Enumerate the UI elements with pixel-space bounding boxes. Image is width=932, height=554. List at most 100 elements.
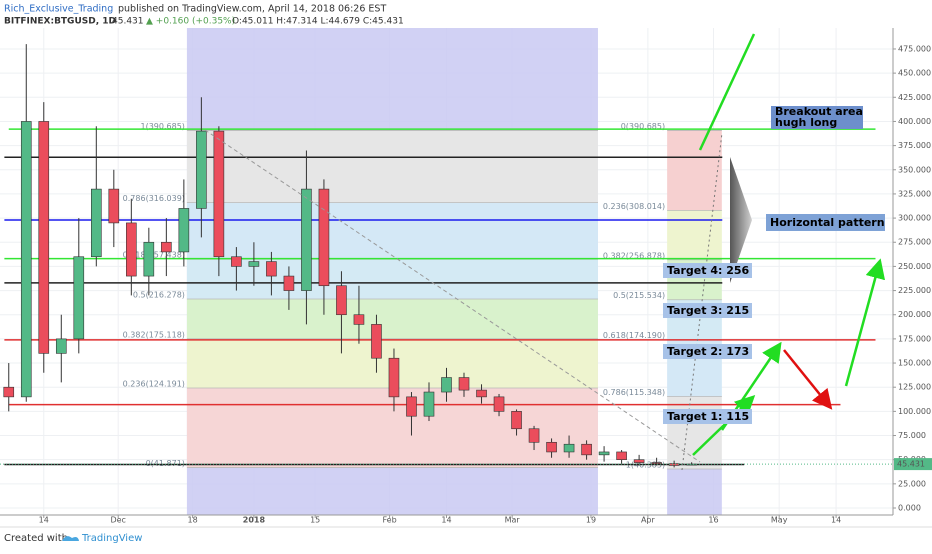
fib-label: 0.5(216.278): [133, 290, 185, 299]
candle-body: [616, 451, 627, 460]
target-box: [663, 263, 752, 278]
candle-body: [458, 377, 470, 391]
plot: 1(390.685)0.786(316.039)0.618(257.438)0.…: [0, 28, 893, 515]
fib-band: [667, 396, 722, 469]
candle-body: [196, 130, 207, 209]
candle-body: [388, 357, 400, 398]
candle-body: [423, 391, 435, 417]
candle-body: [213, 130, 225, 258]
fib-label: 0.236(124.191): [123, 379, 185, 388]
candle-body: [686, 463, 697, 466]
target-box: [663, 409, 752, 424]
fib-band: [186, 202, 598, 260]
quote: 45.431: [112, 17, 144, 27]
brand-icon: [62, 536, 79, 541]
y-tick-label: 350.000: [898, 165, 931, 174]
fib-band: [667, 210, 722, 260]
pattern-box: [766, 214, 885, 231]
candle-body: [563, 443, 575, 453]
x-tick-label: Apr: [641, 516, 656, 525]
fib-background: [667, 468, 722, 515]
annotation: Target 4: 256: [667, 264, 750, 277]
candle-body: [633, 459, 645, 463]
fib-band: [186, 259, 598, 299]
candle-body: [406, 396, 417, 417]
candle-body: [336, 285, 347, 316]
footer-text: Created with: [4, 533, 68, 544]
candle-body: [55, 338, 67, 354]
y-tick-label: 25.000: [898, 479, 926, 488]
candle-body: [91, 188, 102, 258]
annotation: Target 2: 173: [667, 345, 749, 358]
y-tick-label: 400.000: [898, 117, 931, 126]
fib-band: [186, 130, 598, 203]
y-tick-label: 225.000: [898, 286, 931, 295]
candle-body: [546, 441, 557, 453]
symbol: BITFINEX:BTGUSD, 1D: [4, 17, 116, 27]
fib-label: 0.5(215.534): [613, 291, 665, 300]
axes: 0.00025.00050.00075.000100.000125.000150…: [0, 28, 932, 527]
candle-body: [581, 443, 592, 456]
candle-body: [73, 256, 85, 340]
x-tick-label: Dec: [110, 516, 125, 525]
candle-body: [668, 463, 680, 466]
y-tick-label: 450.000: [898, 69, 931, 78]
x-tick-label: 18: [188, 516, 198, 525]
x-tick-label: 15: [310, 516, 320, 525]
y-tick-label: 300.000: [898, 214, 931, 223]
arrow: [783, 349, 833, 410]
candle-body: [301, 188, 312, 291]
candle-body: [283, 275, 295, 291]
fib-label: 0.786(316.039): [123, 194, 185, 203]
x-tick-label: May: [771, 516, 788, 525]
breakout-box: [771, 106, 863, 129]
target-box: [663, 303, 752, 318]
candle-body: [353, 314, 365, 325]
x-tick-label: Mar: [505, 516, 521, 525]
candle-body: [38, 121, 50, 354]
candle-body: [476, 389, 487, 398]
y-tick-label: 275.000: [898, 238, 931, 247]
y-tick-label: 475.000: [898, 44, 931, 53]
y-tick-label: 200.000: [898, 310, 931, 319]
x-tick-label: 14: [831, 516, 841, 525]
fib-label: 0.618(174.190): [603, 331, 665, 340]
arrow: [844, 258, 886, 387]
x-tick-label: 16: [708, 516, 718, 525]
candle-body: [161, 241, 172, 253]
candle-body: [178, 208, 190, 253]
y-tick-label: 325.000: [898, 189, 931, 198]
change: ▲ +0.160 (+0.35%): [146, 17, 235, 27]
y-tick-label: 100.000: [898, 407, 931, 416]
candle-body: [371, 324, 382, 359]
fib-label: 1(390.685): [140, 122, 184, 131]
x-tick-label: Feb: [383, 516, 397, 525]
annotation: Target 1: 115: [667, 410, 749, 423]
ohlc: O:45.011 H:47.314 L:44.679 C:45.431: [232, 17, 404, 27]
candle-body: [651, 462, 662, 464]
annotation: Breakout area: [775, 105, 863, 118]
candle-body: [248, 261, 260, 267]
y-tick-label: 250.000: [898, 262, 931, 271]
candle-body: [3, 386, 15, 398]
candle-body: [231, 256, 242, 267]
candle-body: [441, 377, 452, 393]
fib-label: 0.382(175.118): [123, 330, 185, 339]
author: Rich_Exclusive_Trading: [4, 4, 113, 15]
target-box: [663, 344, 752, 359]
x-tick-label: 14: [441, 516, 451, 525]
arrow: [698, 33, 756, 151]
annotation: hugh long: [775, 116, 837, 129]
y-tick-label: 175.000: [898, 334, 931, 343]
fib-band: [186, 298, 598, 339]
last-price-label: 45.431: [897, 460, 925, 469]
annotation: Target 3: 215: [667, 304, 749, 317]
fib-label: 0(41.871): [146, 459, 185, 468]
x-tick-label: 19: [586, 516, 596, 525]
candle-body: [20, 121, 32, 398]
candle-body: [511, 411, 522, 430]
y-tick-label: 125.000: [898, 383, 931, 392]
x-tick-label: 2018: [243, 516, 266, 525]
candle-body: [493, 396, 505, 412]
